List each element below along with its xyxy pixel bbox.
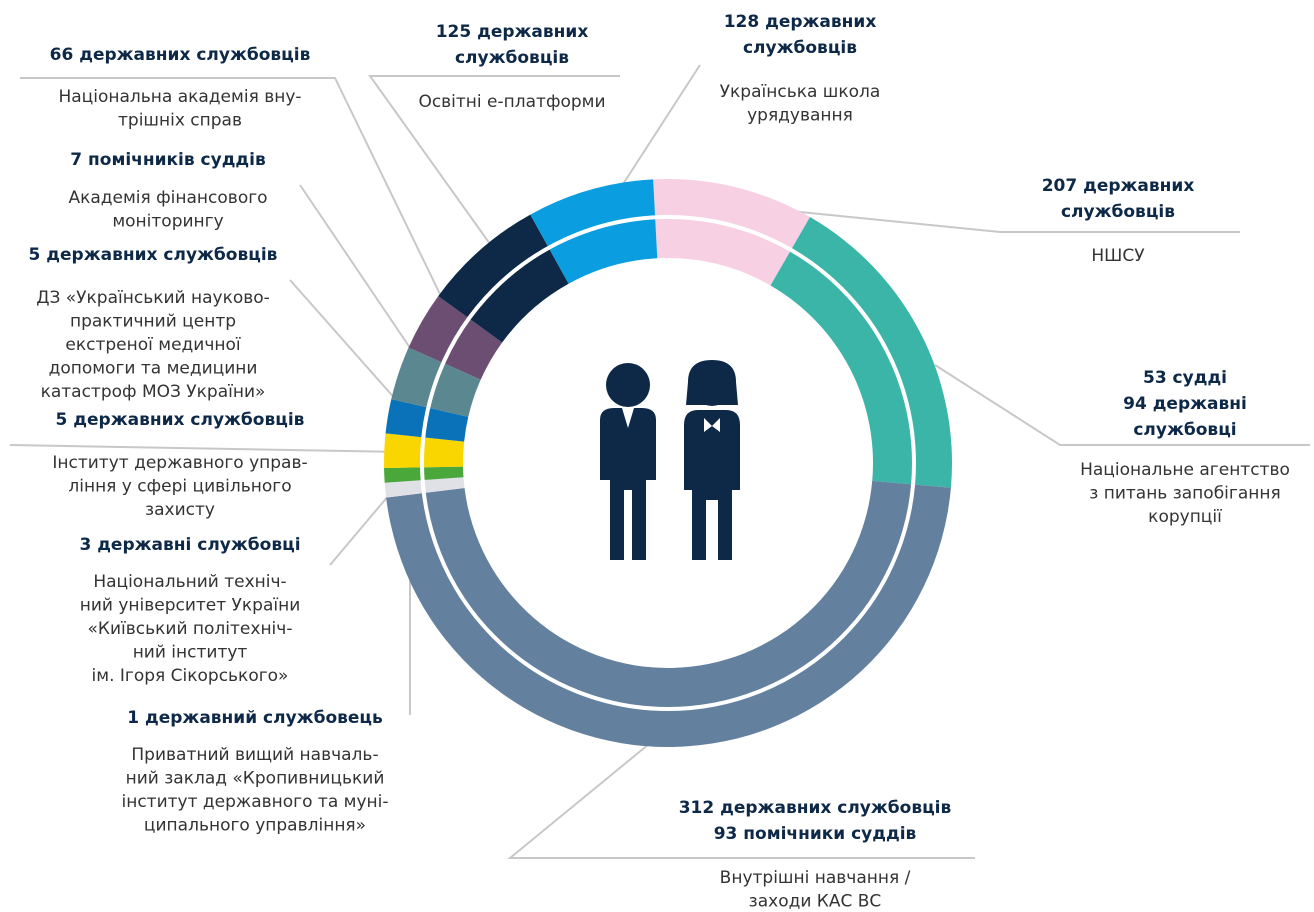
segment-count: 1 державний службовець (127, 708, 383, 728)
segment-count: службовці (1133, 420, 1236, 440)
segment-count: 3 державні службовці (79, 535, 300, 555)
segment-count: службовців (455, 48, 569, 68)
segment-name: катастроф МОЗ України» (41, 382, 266, 402)
leader-line (934, 364, 1310, 446)
donut (383, 179, 953, 748)
segment-name: ДЗ «Український науково- (36, 288, 270, 308)
segment-name: корупції (1148, 507, 1222, 527)
leader-line (299, 184, 426, 371)
segment-name: НШСУ (1091, 246, 1145, 266)
leader-line (20, 77, 456, 326)
segment-name: Освітні е-платформи (418, 92, 605, 112)
leader-lines (9, 64, 1310, 859)
segment-name: ний інститут (133, 643, 248, 663)
segment-count: 53 судді (1143, 368, 1227, 388)
people-icon (600, 360, 740, 560)
segment-count: 94 державні (1123, 394, 1247, 414)
segment-name: «Київський політехніч- (88, 619, 293, 639)
segment-name: Національна академія вну- (58, 87, 301, 107)
segment-name: Приватний вищий навчаль- (131, 745, 378, 765)
segment-name: трішніх справ (118, 111, 242, 131)
segment-count: 7 помічників суддів (70, 150, 266, 170)
segment-name: ління у сфері цивільного (68, 477, 291, 497)
segment-name: моніторингу (112, 212, 223, 232)
segment-count: 5 державних службовців (56, 410, 305, 430)
segment-count: 128 державних (724, 12, 877, 32)
segment-name: Національне агентство (1080, 460, 1290, 480)
segment-name: Українська школа (720, 82, 881, 102)
segment-name: ципального управління» (144, 816, 366, 836)
segment-count: 125 державних (436, 22, 589, 42)
leader-line (507, 734, 975, 859)
segment-name: інститут державного та муні- (122, 792, 389, 812)
donut-segment (653, 179, 810, 286)
labels: 207 державних службовців НШСУ 53 судді 94 де… (29, 12, 1290, 912)
ring-separator (420, 215, 916, 711)
segment-name: заходи КАС ВС (749, 892, 882, 912)
segment-name: екстреної медичної (65, 335, 241, 355)
leader-line (9, 444, 401, 453)
segment-name: ний університет України (80, 596, 301, 616)
segment-count: 93 помічники суддів (714, 824, 917, 844)
segment-name: ний заклад «Кропивницький (126, 769, 385, 789)
segment-count: 312 державних службовців (679, 798, 952, 818)
segment-name: Інститут державного управ- (52, 453, 307, 473)
donut-segment (386, 480, 951, 748)
segment-name: практичний центр (70, 312, 236, 332)
segment-count: службовців (1061, 202, 1175, 222)
leader-line (289, 279, 406, 411)
segment-count: 207 державних (1042, 176, 1195, 196)
segment-name: Внутрішні навчання / (720, 868, 911, 888)
segment-name: допомоги та медицини (49, 359, 258, 379)
leader-line (368, 75, 620, 259)
donut-segment (530, 179, 658, 284)
donut-segment (770, 217, 953, 488)
segment-count: службовців (743, 38, 857, 58)
segment-name: ім. Ігоря Сікорського» (92, 666, 289, 686)
segment-name: з питань запобігання (1089, 484, 1280, 504)
segment-name: Академія фінансового (68, 188, 267, 208)
segment-name: урядування (747, 106, 853, 126)
leader-line (779, 209, 1240, 233)
segment-name: Національний техніч- (93, 572, 286, 592)
segment-count: 5 державних службовців (29, 245, 278, 265)
segment-count: 66 державних службовців (50, 45, 311, 65)
segment-name: захисту (145, 500, 215, 520)
